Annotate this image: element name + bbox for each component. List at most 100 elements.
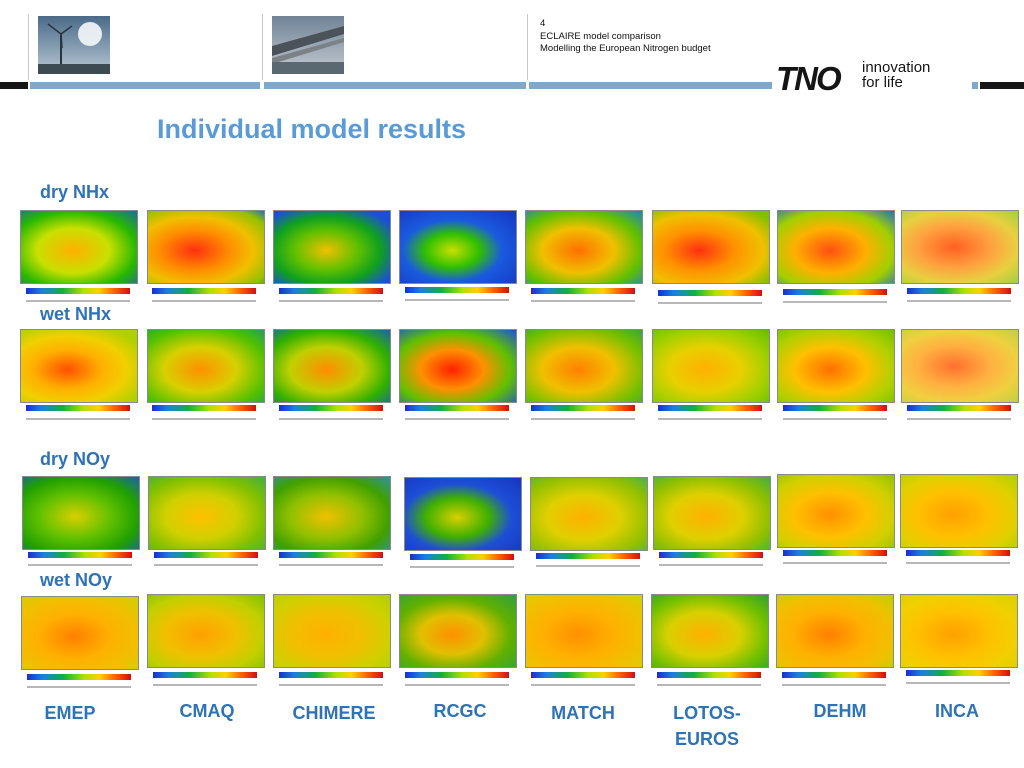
colorbar [907, 288, 1011, 294]
model-label-rcgc: RCGC [433, 701, 487, 721]
colorbar [536, 553, 640, 559]
map-wet-nhx-chimere [273, 329, 391, 403]
map-wet-noy-inca [900, 594, 1018, 668]
map-wet-nhx-inca [901, 329, 1019, 403]
colorbar-caption [783, 301, 887, 303]
colorbar [658, 405, 762, 411]
colorbar-caption [154, 564, 258, 566]
model-label-emep: EMEP [44, 703, 96, 723]
colorbar [782, 672, 886, 678]
colorbar-caption [657, 684, 761, 686]
colorbar-caption [26, 418, 130, 420]
colorbar-caption [28, 564, 132, 566]
colorbar [405, 405, 509, 411]
header-line-1: ECLAIRE model comparison [540, 30, 661, 42]
page-title: Individual model results [157, 114, 467, 144]
row-label-dry-nhx: dry NHx [40, 182, 110, 202]
map-dry-nhx-chimere [273, 210, 391, 284]
map-wet-noy-dehm [776, 594, 894, 668]
map-dry-noy-emep [22, 476, 140, 550]
colorbar [783, 289, 887, 295]
colorbar-caption [279, 564, 383, 566]
model-label-cmaq: CMAQ [179, 701, 235, 721]
colorbar [783, 550, 887, 556]
colorbar [28, 552, 132, 558]
map-wet-noy-lotos-euros [651, 594, 769, 668]
colorbar-caption [279, 418, 383, 420]
map-dry-nhx-dehm [777, 210, 895, 284]
map-dry-noy-match [530, 477, 648, 551]
colorbar [279, 672, 383, 678]
colorbar [279, 288, 383, 294]
map-dry-nhx-inca [901, 210, 1019, 284]
map-wet-nhx-rcgc [399, 329, 517, 403]
map-wet-noy-match [525, 594, 643, 668]
header-divider [527, 14, 528, 80]
colorbar [907, 405, 1011, 411]
colorbar [26, 405, 130, 411]
page-number: 4 [540, 18, 546, 29]
map-wet-noy-emep [21, 596, 139, 670]
colorbar [531, 672, 635, 678]
header-line-2: Modelling the European Nitrogen budget [540, 43, 711, 54]
map-wet-noy-cmaq [147, 594, 265, 668]
map-wet-noy-chimere [273, 594, 391, 668]
row-label-wet-noy: wet NOy [40, 570, 113, 590]
map-dry-noy-rcgc [404, 477, 522, 551]
colorbar [657, 672, 761, 678]
logo-tagline: innovation for life [862, 60, 930, 90]
map-dry-nhx-cmaq [147, 210, 265, 284]
colorbar-caption [531, 684, 635, 686]
colorbar-caption [782, 684, 886, 686]
colorbar-caption [906, 682, 1010, 684]
colorbar-caption [279, 300, 383, 302]
model-label-match: MATCH [551, 703, 615, 723]
colorbar-caption [783, 418, 887, 420]
header-bar [529, 82, 779, 89]
colorbar-caption [907, 418, 1011, 420]
model-label-inca: INCA [935, 701, 979, 721]
tno-logo: TNO innovation for life [772, 58, 972, 97]
model-label-chimere: CHIMERE [292, 703, 376, 723]
colorbar-caption [536, 565, 640, 567]
colorbar-caption [658, 302, 762, 304]
map-wet-nhx-emep [20, 329, 138, 403]
map-dry-noy-chimere [273, 476, 391, 550]
colorbar [279, 405, 383, 411]
row-label-dry-noy: dry NOy [40, 449, 111, 469]
colorbar [405, 287, 509, 293]
colorbar-caption [152, 418, 256, 420]
header-bar [0, 82, 28, 89]
map-dry-noy-inca [900, 474, 1018, 548]
colorbar-caption [153, 684, 257, 686]
colorbar-caption [659, 564, 763, 566]
map-dry-noy-cmaq [148, 476, 266, 550]
model-label-lotos-euros: LOTOS- EUROS [673, 703, 741, 749]
colorbar-caption [405, 418, 509, 420]
colorbar-caption [531, 300, 635, 302]
colorbar [410, 554, 514, 560]
map-wet-nhx-lotos-euros [652, 329, 770, 403]
colorbar-caption [26, 300, 130, 302]
colorbar [906, 550, 1010, 556]
header-divider [28, 14, 29, 80]
colorbar [405, 672, 509, 678]
map-dry-nhx-match [525, 210, 643, 284]
colorbar [153, 672, 257, 678]
model-label-dehm: DEHM [813, 701, 867, 721]
map-dry-noy-dehm [777, 474, 895, 548]
colorbar-caption [783, 562, 887, 564]
colorbar [658, 290, 762, 296]
header-divider [262, 14, 263, 80]
colorbar [152, 405, 256, 411]
map-wet-nhx-dehm [777, 329, 895, 403]
colorbar [27, 674, 131, 680]
colorbar [26, 288, 130, 294]
colorbar [152, 288, 256, 294]
header-bar [980, 82, 1024, 89]
map-wet-nhx-match [525, 329, 643, 403]
colorbar [531, 405, 635, 411]
colorbar-caption [907, 300, 1011, 302]
colorbar [783, 405, 887, 411]
row-label-wet-nhx: wet NHx [40, 304, 112, 324]
